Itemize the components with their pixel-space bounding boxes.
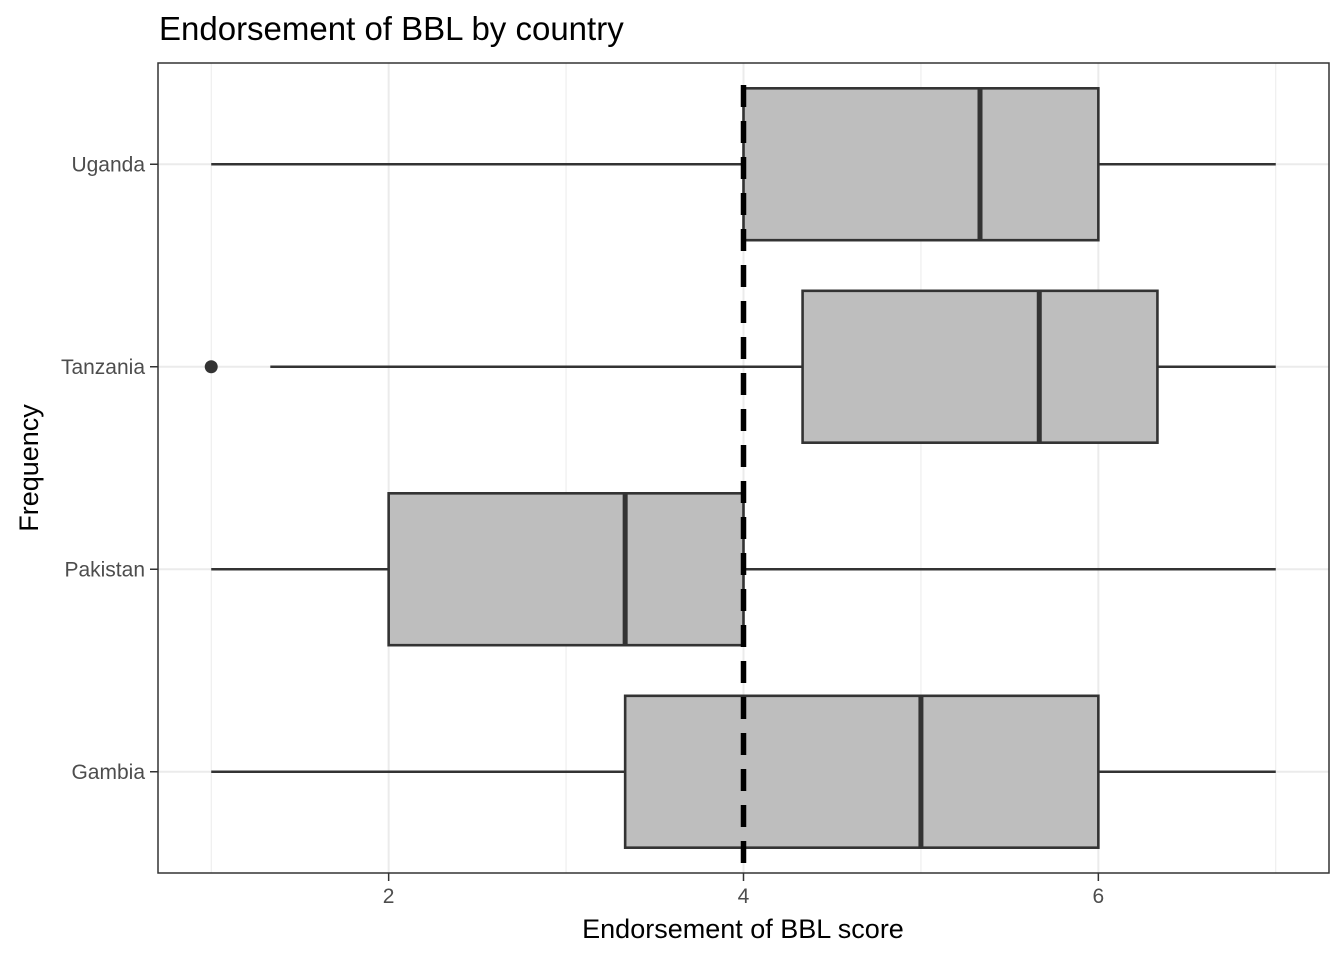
outlier-point-tanzania xyxy=(204,360,218,374)
y-tick-label: Gambia xyxy=(71,761,145,784)
x-tick-label: 4 xyxy=(738,885,750,908)
box-gambia xyxy=(623,694,1100,849)
y-axis-title: Frequency xyxy=(14,404,44,532)
box-pakistan xyxy=(387,492,745,647)
x-tick-label: 6 xyxy=(1093,885,1105,908)
x-tick-label: 2 xyxy=(383,885,395,908)
chart-title: Endorsement of BBL by country xyxy=(159,10,624,47)
box-tanzania xyxy=(801,289,1159,444)
x-axis-title: Endorsement of BBL score xyxy=(582,914,904,944)
y-tick-label: Tanzania xyxy=(61,356,145,379)
y-tick-label: Pakistan xyxy=(64,558,145,581)
box-uganda xyxy=(742,87,1100,242)
plot-panel: 2 4 6 Gambia Pakistan Tanzania Uganda xyxy=(61,62,1330,908)
y-tick-label: Uganda xyxy=(71,153,145,176)
